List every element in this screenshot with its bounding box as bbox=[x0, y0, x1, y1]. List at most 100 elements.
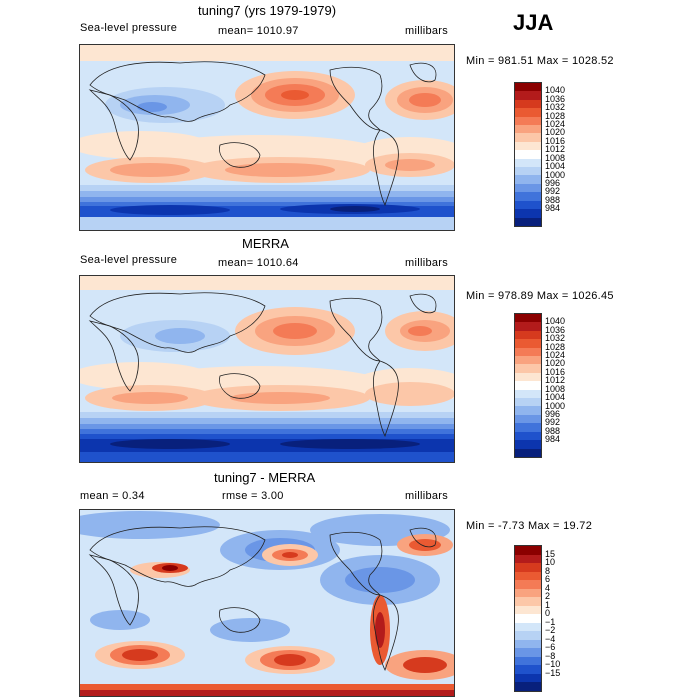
colorbar-segment bbox=[515, 322, 541, 331]
colorbar-tick-label: 1008 bbox=[545, 152, 566, 163]
colorbar-tick-label: 10 bbox=[545, 557, 556, 568]
colorbar-segment bbox=[515, 83, 541, 92]
colorbar-segment bbox=[515, 364, 541, 373]
colorbar-tick-label: −1 bbox=[545, 616, 556, 627]
colorbar-tick-label: 1 bbox=[545, 599, 551, 610]
colorbar-tick-label: 984 bbox=[545, 434, 561, 445]
panel1-map-field bbox=[80, 45, 454, 230]
colorbar-segment bbox=[515, 133, 541, 142]
colorbar-segment bbox=[515, 339, 541, 348]
colorbar-tick-label: 992 bbox=[545, 417, 561, 428]
panel3-colorbar bbox=[514, 545, 542, 692]
colorbar-segment bbox=[515, 622, 541, 632]
colorbar-segment bbox=[515, 597, 541, 606]
panel2-colorbar bbox=[514, 313, 542, 458]
colorbar-tick-label: 1036 bbox=[545, 324, 566, 335]
colorbar-tick-label: 1012 bbox=[545, 375, 566, 386]
panel2-variable-label: Sea-level pressure bbox=[80, 254, 178, 266]
colorbar-segment bbox=[515, 356, 541, 365]
panel2-minmax: Min = 978.89 Max = 1026.45 bbox=[466, 290, 614, 302]
panel1-minmax: Min = 981.51 Max = 1028.52 bbox=[466, 55, 614, 67]
colorbar-segment bbox=[515, 314, 541, 323]
colorbar-segment bbox=[515, 183, 541, 193]
colorbar-segment bbox=[515, 175, 541, 184]
colorbar-tick-label: 988 bbox=[545, 425, 561, 436]
colorbar-tick-label: 1028 bbox=[545, 341, 566, 352]
colorbar-tick-label: 992 bbox=[545, 186, 561, 197]
panel1-map bbox=[79, 44, 455, 231]
panel3-map bbox=[79, 509, 455, 697]
colorbar-tick-label: 1024 bbox=[545, 350, 566, 361]
colorbar-tick-label: 1016 bbox=[545, 366, 566, 377]
colorbar-segment bbox=[515, 381, 541, 390]
colorbar-tick-label: 4 bbox=[545, 582, 551, 593]
colorbar-segment bbox=[515, 614, 541, 623]
colorbar-segment bbox=[515, 200, 541, 210]
panel3-minmax: Min = -7.73 Max = 19.72 bbox=[466, 520, 593, 532]
colorbar-segment bbox=[515, 571, 541, 581]
colorbar-segment bbox=[515, 398, 541, 407]
colorbar-segment bbox=[515, 330, 541, 340]
colorbar-tick-label: 1032 bbox=[545, 102, 566, 113]
colorbar-tick-label: −15 bbox=[545, 667, 561, 678]
colorbar-tick-label: −10 bbox=[545, 659, 561, 670]
colorbar-tick-label: −6 bbox=[545, 642, 556, 653]
panel3-mean-label: mean = 0.34 bbox=[80, 490, 145, 502]
colorbar-segment bbox=[515, 116, 541, 126]
colorbar-segment bbox=[515, 167, 541, 176]
panel1-mean-label: mean= 1010.97 bbox=[218, 25, 299, 37]
colorbar-segment bbox=[515, 389, 541, 399]
colorbar-tick-label: 996 bbox=[545, 408, 561, 419]
colorbar-tick-label: 1000 bbox=[545, 169, 566, 180]
colorbar-tick-label: 988 bbox=[545, 194, 561, 205]
colorbar-tick-label: −8 bbox=[545, 650, 556, 661]
colorbar-tick-label: 0 bbox=[545, 608, 551, 619]
colorbar-segment bbox=[515, 158, 541, 168]
colorbar-tick-label: 1040 bbox=[545, 316, 566, 327]
colorbar-segment bbox=[515, 580, 541, 589]
colorbar-segment bbox=[515, 406, 541, 415]
colorbar-segment bbox=[515, 125, 541, 134]
colorbar-segment bbox=[515, 682, 541, 691]
colorbar-tick-label: 1016 bbox=[545, 135, 566, 146]
colorbar-segment bbox=[515, 192, 541, 201]
colorbar-segment bbox=[515, 209, 541, 218]
colorbar-segment bbox=[515, 423, 541, 432]
colorbar-tick-label: 1000 bbox=[545, 400, 566, 411]
colorbar-tick-label: 1004 bbox=[545, 161, 566, 172]
colorbar-segment bbox=[515, 141, 541, 151]
colorbar-tick-label: −4 bbox=[545, 633, 556, 644]
panel2-title: MERRA bbox=[242, 236, 289, 251]
colorbar-segment bbox=[515, 656, 541, 666]
panel1-units-label: millibars bbox=[405, 25, 449, 37]
colorbar-tick-label: 1008 bbox=[545, 383, 566, 394]
colorbar-segment bbox=[515, 563, 541, 572]
colorbar-segment bbox=[515, 665, 541, 674]
colorbar-segment bbox=[515, 108, 541, 117]
colorbar-segment bbox=[515, 431, 541, 441]
colorbar-segment bbox=[515, 639, 541, 649]
panel1-variable-label: Sea-level pressure bbox=[80, 22, 178, 34]
panel3-title: tuning7 - MERRA bbox=[214, 470, 316, 485]
colorbar-segment bbox=[515, 150, 541, 159]
colorbar-tick-label: 1004 bbox=[545, 392, 566, 403]
colorbar-segment bbox=[515, 588, 541, 598]
colorbar-segment bbox=[515, 91, 541, 100]
panel2-map bbox=[79, 275, 455, 463]
colorbar-tick-label: 2 bbox=[545, 591, 551, 602]
colorbar-segment bbox=[515, 448, 541, 457]
colorbar-tick-label: 1036 bbox=[545, 93, 566, 104]
colorbar-segment bbox=[515, 546, 541, 555]
colorbar-tick-label: 1020 bbox=[545, 358, 566, 369]
panel2-units-label: millibars bbox=[405, 257, 449, 269]
colorbar-segment bbox=[515, 414, 541, 424]
panel1-colorbar bbox=[514, 82, 542, 227]
colorbar-segment bbox=[515, 673, 541, 683]
colorbar-tick-label: 984 bbox=[545, 203, 561, 214]
colorbar-segment bbox=[515, 440, 541, 449]
colorbar-tick-label: 996 bbox=[545, 177, 561, 188]
colorbar-segment bbox=[515, 217, 541, 226]
panel2-mean-label: mean= 1010.64 bbox=[218, 257, 299, 269]
colorbar-segment bbox=[515, 648, 541, 657]
panel3-rmse-label: rmse = 3.00 bbox=[222, 490, 284, 502]
